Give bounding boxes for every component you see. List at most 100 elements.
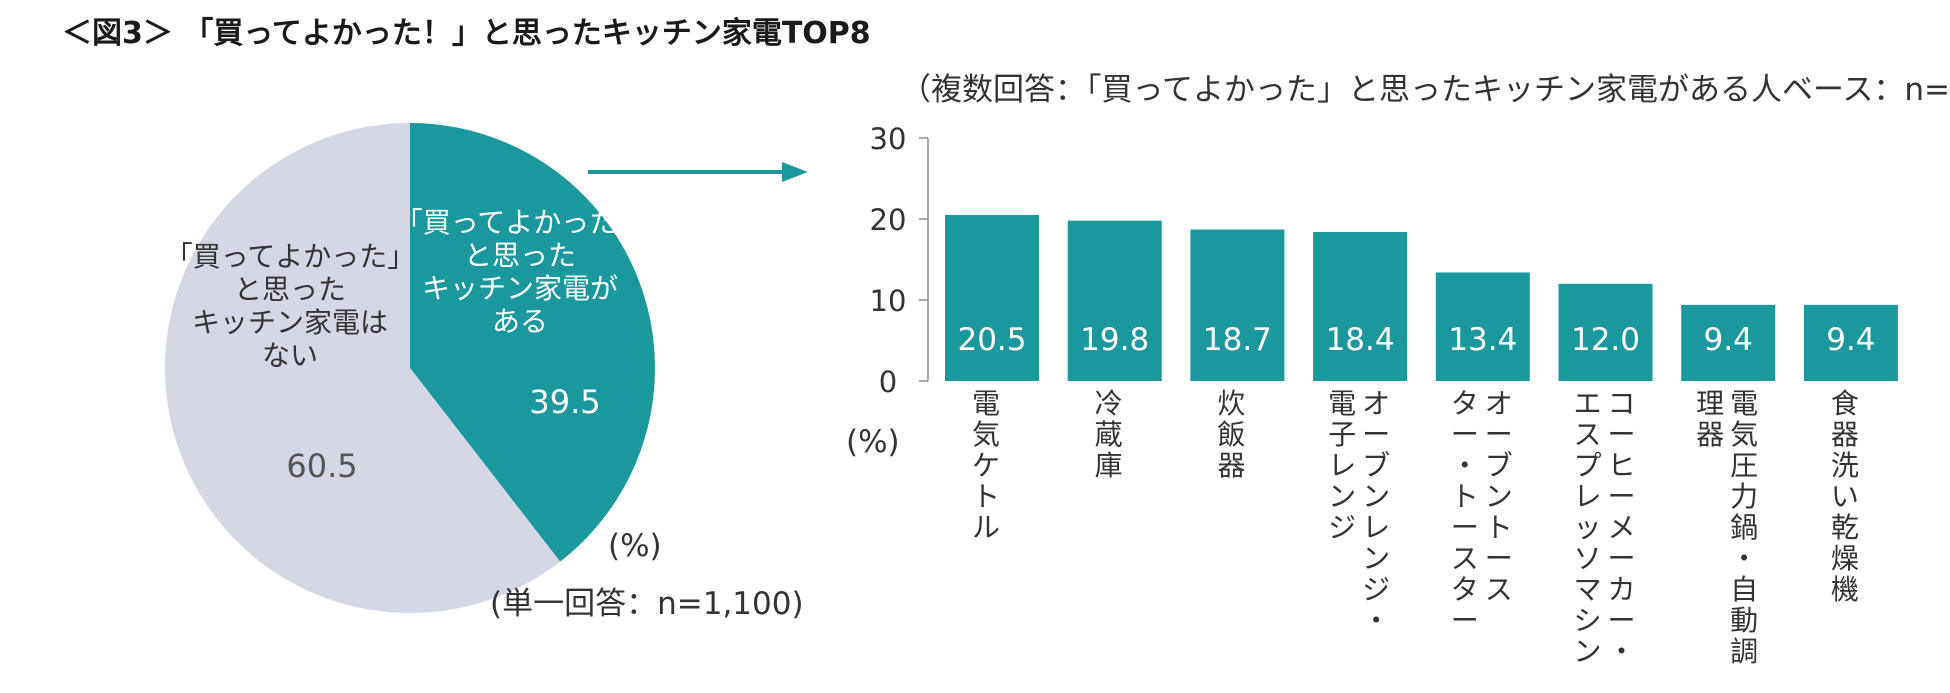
vertical-char: 炊 xyxy=(1217,387,1246,420)
connector-arrow-head xyxy=(782,162,808,182)
vertical-char: 器 xyxy=(1696,418,1725,451)
vertical-char: ト xyxy=(1484,511,1513,544)
bar-unit-label: (%) xyxy=(846,424,900,460)
vertical-char: 理 xyxy=(1696,387,1725,420)
vertical-char: ト xyxy=(1450,480,1479,513)
bar-category-label-5: エスプレッソマシン xyxy=(1572,388,1604,667)
vertical-char: ス xyxy=(1450,542,1479,575)
bar-value-label-7: 9.4 xyxy=(1826,322,1875,358)
vertical-char: 乾 xyxy=(1830,511,1859,544)
vertical-char: ン xyxy=(1362,542,1391,575)
vertical-char: ー xyxy=(1607,418,1636,451)
vertical-char: カ xyxy=(1607,573,1636,606)
vertical-char: 器 xyxy=(1217,449,1246,482)
vertical-char: ・ xyxy=(1362,604,1391,637)
bar-category-label-5: コーヒーメーカー・ xyxy=(1606,388,1638,667)
pie-slice-label-line: 「買ってよかった」 xyxy=(165,240,416,273)
pie-slice-label-line: ない xyxy=(262,339,318,372)
vertical-char: 冷 xyxy=(1094,387,1123,420)
vertical-char: ー xyxy=(1484,542,1513,575)
bar-category-label-1: 冷蔵庫 xyxy=(1093,388,1125,481)
bar-category-label-3: オーブンレンジ・ xyxy=(1360,388,1392,636)
bar-value-label-5: 12.0 xyxy=(1571,322,1640,358)
vertical-char: ス xyxy=(1484,573,1513,606)
bar-chart: 0 10 20 30 20.5 19.8 18.7 18.4 13.4 12.0 9.4 9.4 xyxy=(870,122,1898,399)
vertical-char: ヒ xyxy=(1607,449,1636,482)
vertical-char: 電 xyxy=(971,387,1000,420)
bar-value-label-0: 20.5 xyxy=(957,322,1026,358)
bar-value-label-1: 19.8 xyxy=(1080,322,1149,358)
vertical-char: ン xyxy=(1328,480,1357,513)
vertical-char: オ xyxy=(1484,387,1513,420)
pie-slice-label-line: キッチン家電は xyxy=(192,306,388,339)
vertical-char: 圧 xyxy=(1730,449,1759,482)
vertical-char: い xyxy=(1830,480,1859,513)
bar-1 xyxy=(1067,220,1162,381)
vertical-char: 洗 xyxy=(1830,449,1859,482)
bar-value-label-4: 13.4 xyxy=(1448,322,1517,358)
vertical-char: 力 xyxy=(1730,480,1759,513)
vertical-char: 調 xyxy=(1730,635,1759,668)
vertical-char: ジ xyxy=(1362,573,1391,606)
vertical-char: 蔵 xyxy=(1094,418,1123,451)
bar-2 xyxy=(1190,229,1285,381)
vertical-char: ー xyxy=(1450,418,1479,451)
pie-slice-label-line: と思った xyxy=(234,273,346,306)
vertical-char: ・ xyxy=(1607,635,1636,668)
vertical-char: タ xyxy=(1450,387,1479,420)
pie-value-label-0: 39.5 xyxy=(529,383,600,421)
vertical-char: 器 xyxy=(1830,418,1859,451)
vertical-char: プ xyxy=(1573,449,1602,482)
vertical-char: 自 xyxy=(1730,573,1759,606)
vertical-char: コ xyxy=(1607,387,1636,420)
vertical-char: 鍋 xyxy=(1730,511,1759,544)
vertical-char: シ xyxy=(1573,604,1602,637)
pie-slice-label-line: キッチン家電が xyxy=(422,272,618,305)
vertical-char: 電 xyxy=(1730,387,1759,420)
vertical-char: ー xyxy=(1450,511,1479,544)
pie-unit-label: (%) xyxy=(608,528,662,564)
y-tick-label: 0 xyxy=(879,365,897,399)
vertical-char: ソ xyxy=(1573,542,1602,575)
vertical-char: ン xyxy=(1573,635,1602,668)
y-tick-label: 10 xyxy=(870,284,907,318)
bar-category-label-0: 電気ケトル xyxy=(970,388,1002,543)
vertical-char: ー xyxy=(1607,480,1636,513)
vertical-char: メ xyxy=(1607,511,1636,544)
bar-category-label-4: ター・トースター xyxy=(1449,388,1481,636)
vertical-char: 動 xyxy=(1730,604,1759,637)
pie-slice-label-line: ある xyxy=(492,305,548,338)
pie-sample-note: (単一回答：n=1,100) xyxy=(490,586,804,622)
vertical-char: ン xyxy=(1362,480,1391,513)
bar-category-label-7: 食器洗い乾燥機 xyxy=(1829,388,1861,605)
vertical-char: ン xyxy=(1484,480,1513,513)
vertical-char: ッ xyxy=(1573,511,1602,544)
vertical-char: ル xyxy=(971,511,1000,544)
pie-slice-1 xyxy=(164,123,561,614)
bar-6 xyxy=(1681,304,1776,381)
vertical-char: ジ xyxy=(1328,511,1357,544)
pie-slice-label-line: と思った xyxy=(464,239,576,272)
bar-value-label-2: 18.7 xyxy=(1203,322,1272,358)
bar-category-label-4: オーブントース xyxy=(1483,388,1515,605)
vertical-char: ・ xyxy=(1450,449,1479,482)
vertical-char: 子 xyxy=(1328,418,1357,451)
vertical-char: 電 xyxy=(1328,387,1357,420)
vertical-char: エ xyxy=(1573,387,1602,420)
vertical-char: ブ xyxy=(1484,449,1513,482)
vertical-char: ー xyxy=(1450,604,1479,637)
vertical-char: ケ xyxy=(971,449,1000,482)
pie-chart: 「買ってよかった」と思ったキッチン家電がある39.5「買ってよかった」と思ったキ… xyxy=(164,123,655,614)
vertical-char: ト xyxy=(971,480,1000,513)
vertical-char: ー xyxy=(1362,418,1391,451)
vertical-char: マ xyxy=(1573,573,1602,606)
vertical-char: タ xyxy=(1450,573,1479,606)
y-tick-label: 20 xyxy=(870,203,907,237)
bar-category-label-3: 電子レンジ xyxy=(1326,388,1358,543)
pie-slice-label-line: 「買ってよかった」 xyxy=(395,206,646,239)
bar-3 xyxy=(1313,231,1408,381)
vertical-char: 燥 xyxy=(1830,542,1859,575)
bar-value-label-6: 9.4 xyxy=(1704,322,1753,358)
bar-value-label-3: 18.4 xyxy=(1326,322,1395,358)
